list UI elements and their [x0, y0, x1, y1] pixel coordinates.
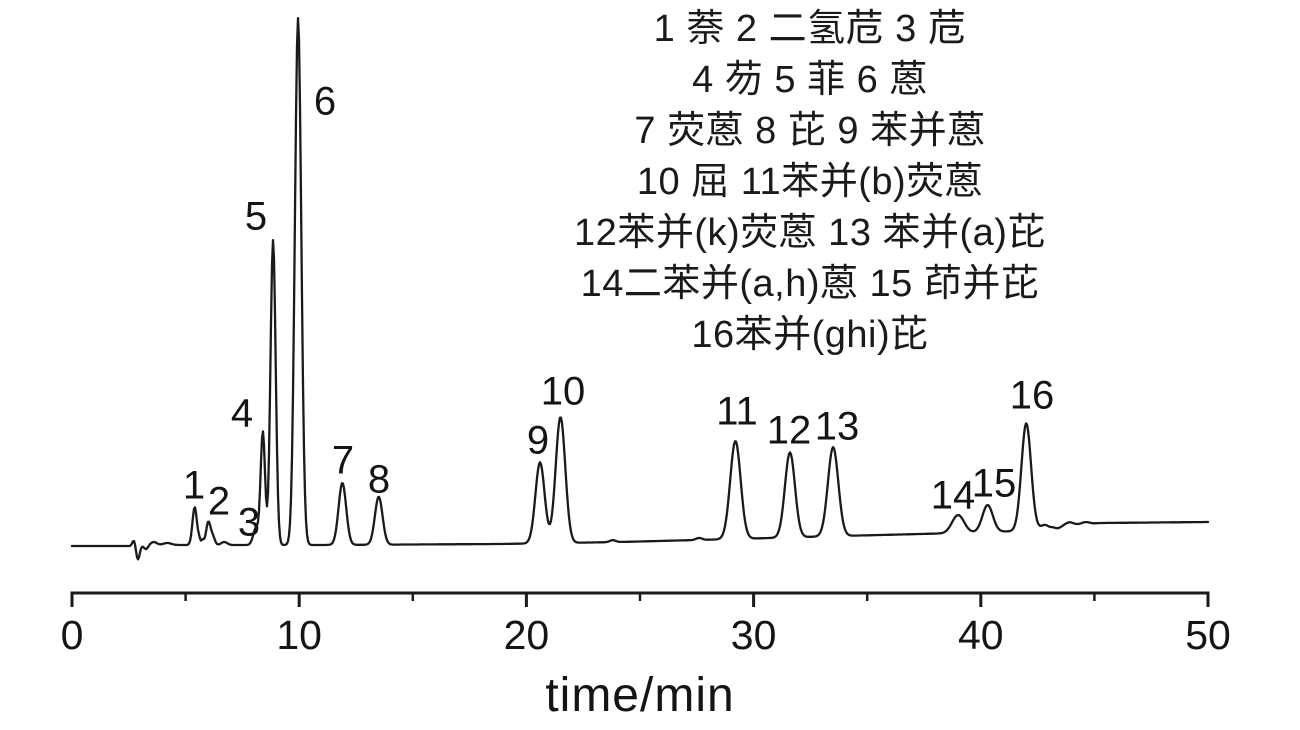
legend-line-3: 7 荧蒽 8 芘 9 苯并蒽	[634, 110, 986, 152]
peak-label-4: 4	[230, 391, 254, 436]
x-tick-label: 10	[276, 612, 322, 658]
x-tick-label: 30	[730, 612, 777, 658]
legend-line-4: 10 屈 11苯并(b)荧蒽	[636, 161, 984, 203]
peak-label-5: 5	[244, 194, 268, 239]
x-tick-label: 50	[1185, 612, 1231, 658]
peak-label-16: 16	[1009, 373, 1055, 418]
legend-line-5: 12苯并(k)荧蒽 13 苯并(a)芘	[574, 212, 1046, 254]
peak-label-2: 2	[207, 479, 231, 524]
peak-label-11: 11	[716, 389, 758, 434]
legend-line-1: 1 萘 2 二氢苊 3 苊	[653, 8, 967, 50]
peak-label-13: 13	[814, 404, 860, 449]
x-axis-ticks	[70, 593, 1210, 607]
chromatogram-trace	[70, 16, 1210, 561]
peak-label-7: 7	[331, 438, 355, 483]
x-axis-title: time/min	[545, 669, 735, 722]
peak-label-3: 3	[237, 500, 261, 545]
legend-line-6: 14二苯并(a,h)蒽 15 茚并芘	[580, 263, 1040, 305]
x-tick-label: 40	[957, 612, 1004, 658]
compound-legend: 1 萘 2 二氢苊 3 苊 4 芴 5 菲 6 蒽 7 荧蒽 8 芘 9 苯并蒽…	[490, 4, 1130, 361]
x-tick-label: 20	[503, 612, 550, 658]
peak-label-12: 12	[766, 408, 812, 453]
peak-label-14: 14	[930, 473, 976, 518]
peak-label-10: 10	[540, 369, 586, 414]
peak-label-15: 15	[971, 461, 1017, 506]
peak-label-9: 9	[526, 418, 550, 463]
peak-label-6: 6	[313, 79, 337, 124]
x-tick-label: 0	[60, 612, 84, 658]
peak-label-1: 1	[182, 463, 206, 508]
x-axis	[70, 591, 1210, 607]
legend-line-2: 4 芴 5 菲 6 蒽	[692, 59, 928, 101]
legend-line-7: 16苯并(ghi)芘	[691, 314, 929, 356]
peak-label-8: 8	[367, 457, 391, 502]
